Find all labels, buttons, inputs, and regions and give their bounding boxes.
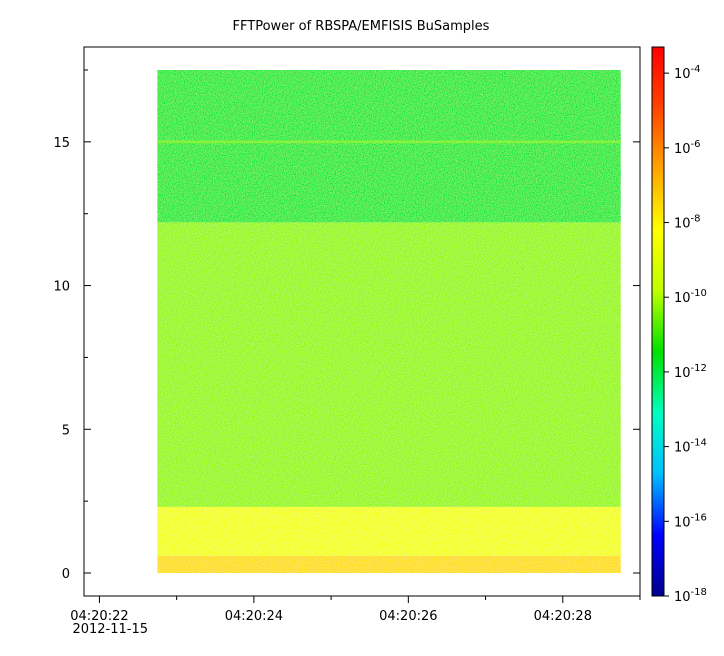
colorbar-axis: 10-4 10-6 10-8 10-10 10-12 10-14 10-16 10-18 bbox=[664, 64, 707, 605]
colorbar-tick-label: 10-18 bbox=[674, 587, 707, 605]
colorbar-tick-label: 10-16 bbox=[674, 512, 707, 530]
colorbar-tick-label: 10-10 bbox=[674, 288, 707, 306]
chart-title: FFTPower of RBSPA/EMFISIS BuSamples bbox=[233, 19, 490, 34]
x-tick-label: 04:20:22 bbox=[70, 609, 128, 624]
x-tick-label: 04:20:26 bbox=[379, 609, 437, 624]
colorbar-tick-label: 10-14 bbox=[674, 438, 707, 456]
heatmap-band-2 bbox=[157, 222, 621, 507]
x-tick-date-label: 2012-11-15 bbox=[72, 622, 148, 637]
heatmap-band-3 bbox=[157, 69, 621, 223]
y-tick-label: 5 bbox=[62, 423, 70, 438]
y-axis: 0 5 10 15 bbox=[53, 69, 640, 582]
x-tick-label: 04:20:28 bbox=[534, 609, 592, 624]
x-tick-label: 04:20:24 bbox=[225, 609, 283, 624]
heatmap-band-4 bbox=[157, 140, 621, 144]
y-tick-label: 15 bbox=[53, 136, 70, 151]
heatmap-bands bbox=[157, 69, 621, 574]
heatmap-band-1 bbox=[157, 506, 621, 556]
colorbar-tick-label: 10-4 bbox=[674, 64, 701, 82]
colorbar-tick-label: 10-6 bbox=[674, 139, 701, 157]
heatmap-band-0 bbox=[157, 555, 621, 574]
colorbar bbox=[651, 46, 665, 597]
colorbar-tick-label: 10-8 bbox=[674, 214, 701, 232]
colorbar-tick-label: 10-12 bbox=[674, 363, 707, 381]
y-tick-label: 10 bbox=[53, 280, 70, 295]
y-tick-label: 0 bbox=[62, 567, 70, 582]
